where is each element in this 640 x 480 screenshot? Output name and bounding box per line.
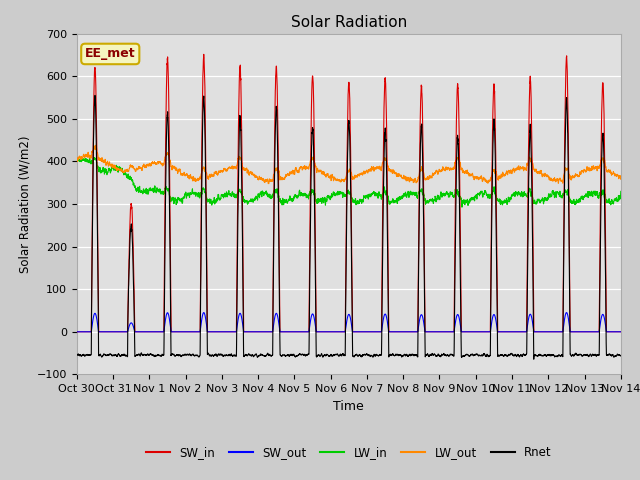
X-axis label: Time: Time xyxy=(333,400,364,413)
Title: Solar Radiation: Solar Radiation xyxy=(291,15,407,30)
Text: EE_met: EE_met xyxy=(85,48,136,60)
Y-axis label: Solar Radiation (W/m2): Solar Radiation (W/m2) xyxy=(18,135,31,273)
Legend: SW_in, SW_out, LW_in, LW_out, Rnet: SW_in, SW_out, LW_in, LW_out, Rnet xyxy=(141,442,556,464)
